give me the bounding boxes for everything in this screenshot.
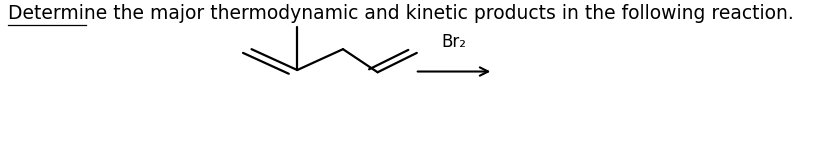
Text: Determine the major thermodynamic and kinetic products in the following reaction: Determine the major thermodynamic and ki… xyxy=(8,4,794,24)
Text: Br₂: Br₂ xyxy=(442,33,466,51)
